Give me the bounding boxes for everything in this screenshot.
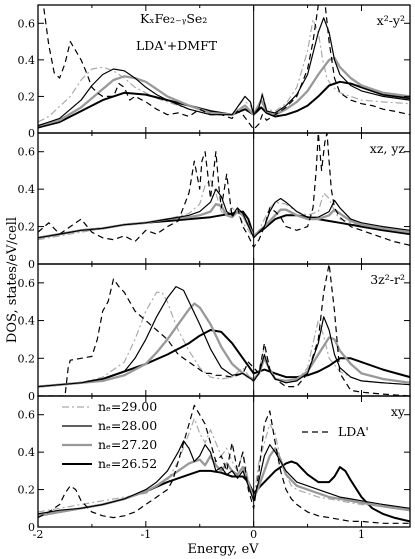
panel-1: 0 0.2 0.4 0.6 xz, yz: [18, 132, 411, 271]
y-tick-label: 0.2: [18, 484, 36, 497]
y-tick-label: 0: [28, 521, 35, 534]
panel-frame: [37, 263, 411, 397]
legend-label-n265: nₑ=26.52: [98, 456, 157, 471]
y-tick-label: 0.2: [18, 221, 36, 234]
x-tick-label: 1: [358, 528, 365, 541]
y-tick-label: 0: [28, 127, 35, 140]
legend-label-n272: nₑ=27.20: [98, 437, 157, 452]
y-tick-label: 0.6: [18, 277, 36, 290]
y-tick-label: 0.6: [18, 409, 36, 422]
series-n272-line: [38, 302, 410, 388]
legend-label-n28: nₑ=28.00: [98, 418, 157, 433]
legend: nₑ=29.00 nₑ=28.00 nₑ=27.20 nₑ=26.52 LDA': [62, 399, 369, 471]
y-tick-label: 0.2: [18, 90, 36, 103]
series-n265-line: [38, 210, 410, 239]
legend-label-lda: LDA': [338, 424, 369, 439]
panel-frame: [37, 395, 411, 528]
x-tick-label: -1: [140, 528, 151, 541]
y-tick-label: 0.6: [18, 146, 36, 159]
x-tick-label: -2: [33, 528, 44, 541]
panel-frame: [37, 132, 411, 265]
y-tick-label: 0.2: [18, 352, 36, 365]
y-tick-label: 0: [28, 390, 35, 403]
series-n29-line: [38, 291, 410, 388]
compound-formula: KₓFe₂₋ᵧSe₂: [140, 11, 207, 26]
series-n28-line: [38, 440, 410, 515]
series-n28-line: [38, 286, 410, 388]
series-n29-line: [38, 19, 410, 123]
series-lda-line: [42, 5, 410, 130]
y-tick-label: 0.4: [18, 446, 36, 459]
series-n272-line: [38, 447, 410, 517]
y-tick-label: 0.4: [18, 183, 36, 196]
panels-group: 0 0.2 0.4 0.6 x²-y² 0 0.2 0.4 0.6 xz, yz 0 0.2 0.4 0.…: [18, 4, 411, 541]
panel-series: [38, 133, 410, 248]
series-n265-line: [38, 80, 410, 129]
panel-series: [38, 264, 410, 396]
panel-series: [38, 5, 410, 130]
x-tick-label: 0: [250, 528, 257, 541]
orbital-label: xz, yz: [370, 141, 406, 156]
y-tick-label: 0.6: [18, 17, 36, 30]
y-tick-label: 0: [28, 258, 35, 271]
y-axis-label: DOS, states/eV/cell: [5, 217, 20, 343]
panel-2: 0 0.2 0.4 0.6 3z²-r²: [18, 263, 411, 403]
series-lda-line: [38, 264, 410, 396]
legend-label-n29: nₑ=29.00: [98, 399, 157, 414]
series-n28-line: [38, 17, 410, 127]
y-tick-label: 0.4: [18, 315, 36, 328]
orbital-label: x²-y²: [377, 13, 405, 28]
panel-series: [38, 404, 410, 524]
x-axis-label: Energy, eV: [187, 542, 259, 557]
method-label: LDA'+DMFT: [136, 38, 218, 53]
y-tick-label: 0.4: [18, 54, 36, 67]
panel-0: 0 0.2 0.4 0.6 x²-y²: [18, 4, 411, 140]
panel-3: 0 0.2 0.4 0.6 xy: [18, 395, 411, 534]
orbital-label: 3z²-r²: [370, 272, 405, 287]
orbital-label: xy: [391, 404, 406, 419]
